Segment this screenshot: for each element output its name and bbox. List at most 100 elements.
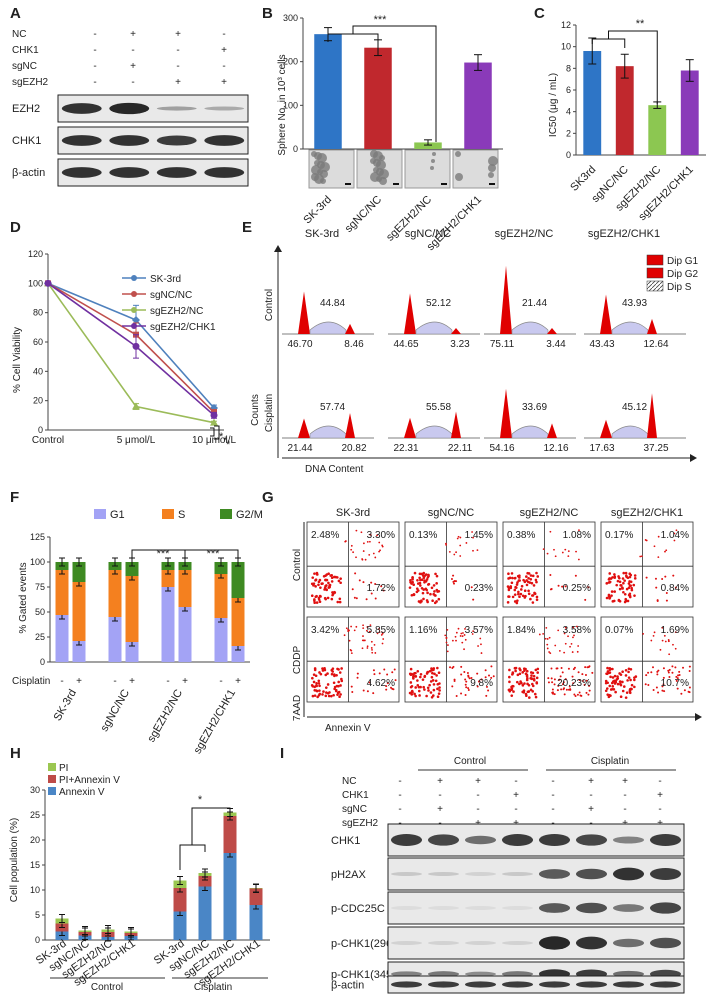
dotplot-event — [619, 695, 623, 699]
dotplot-event — [464, 694, 467, 697]
dotplot-event — [337, 579, 341, 583]
dotplot-event — [457, 535, 460, 538]
panel-i-sign: + — [475, 776, 481, 787]
legend-label: G1 — [110, 509, 125, 521]
dotplot-event — [586, 666, 589, 669]
dotplot-event — [518, 595, 521, 599]
dotplot-event — [315, 601, 319, 604]
dotplot-event — [437, 692, 441, 695]
dotplot-frame — [600, 521, 694, 608]
dotplot-event — [535, 676, 539, 680]
data-point — [132, 316, 140, 324]
dotplot-event — [565, 688, 568, 691]
histogram-g1-value: 21.44 — [287, 443, 312, 454]
dotplot-event — [413, 692, 416, 696]
histogram-g1-peak — [404, 417, 416, 438]
dotplot-event — [668, 676, 671, 679]
dotplot-event — [606, 666, 609, 670]
dotplot-event — [527, 577, 530, 580]
dotplot-event — [547, 681, 550, 684]
legend-label: Dip G1 — [667, 256, 699, 267]
dotplot-event — [591, 671, 594, 674]
stacked-bar-segment — [231, 598, 245, 646]
dotplot-event — [445, 637, 448, 640]
dotplot-event — [480, 652, 483, 654]
panel-f-ylabel: % Gated events — [18, 562, 29, 633]
panel-i-blot-band — [501, 971, 534, 977]
dotplot-event — [549, 574, 552, 577]
dotplot-event — [317, 681, 321, 685]
dotplot-event — [529, 597, 532, 601]
histogram-s-phase — [611, 425, 649, 439]
y-tick-label: 10 — [561, 42, 571, 52]
panel-i-blot-band — [464, 981, 497, 988]
dotplot-event — [607, 581, 611, 584]
panel-i-row-label: sgEZH2 — [342, 818, 379, 829]
dotplot-event — [325, 584, 328, 587]
histogram-g2-value: 12.64 — [643, 339, 668, 350]
dotplot-event — [532, 584, 536, 587]
quadrant-lr-value: 0.84% — [661, 583, 689, 594]
dotplot-event — [610, 681, 614, 685]
dotplot-event — [416, 683, 420, 687]
sphere-blob — [320, 170, 328, 178]
panel-d-label: D — [10, 219, 21, 236]
panel-i-sign: + — [622, 776, 628, 787]
dotplot-event — [526, 580, 530, 584]
dotplot-event — [311, 694, 315, 698]
quadrant-ur-value: 1.45% — [465, 530, 493, 541]
histogram-g1-peak — [600, 419, 612, 438]
histogram-s-value: 57.74 — [320, 402, 345, 413]
dotplot-event — [339, 577, 342, 580]
dotplot-event — [355, 625, 358, 628]
dotplot-event — [583, 683, 586, 686]
histogram-s-value: 43.93 — [622, 298, 647, 309]
panel-i-western-blots: CHK1 pH2AX p-CDC25C p-CHK1(296) p-CHK1(345)β… — [331, 823, 685, 994]
stacked-bar-segment — [178, 570, 192, 607]
dotplot-event — [511, 595, 515, 599]
quadrant-lr-value: 9.8% — [470, 678, 493, 689]
dotplot-event — [327, 581, 330, 585]
dotplot-event — [524, 667, 527, 671]
dotplot-event — [612, 688, 616, 691]
dotplot-event — [416, 579, 419, 582]
dotplot-event — [564, 548, 567, 551]
dotplot-event — [561, 585, 564, 588]
panel-i-blot-band — [501, 981, 534, 988]
stacked-bar-segment — [231, 646, 245, 662]
panel-i: I Control Cisplatin NC - + + - - + + - CHK1 - - - + - -… — [280, 745, 685, 994]
dotplot-event — [438, 689, 441, 692]
panel-a-sign: - — [93, 77, 96, 88]
panel-a-sign: - — [93, 29, 96, 40]
dotplot-event — [438, 686, 441, 689]
histogram-g2-value: 12.16 — [543, 443, 568, 454]
dotplot-event — [656, 599, 659, 602]
dotplot-event — [433, 601, 437, 605]
dotplot-event — [615, 583, 618, 587]
dotplot-event — [328, 691, 331, 694]
dotplot-event — [444, 634, 447, 637]
dotplot-event — [618, 576, 621, 580]
panel-g-col-title: sgNC/NC — [428, 507, 475, 519]
dotplot-event — [644, 683, 647, 686]
dotplot-event — [628, 575, 632, 579]
panel-h-apoptosis-chart: 051015202530SK-3rdsgNC/NCsgEZH2/NCsgEZH2… — [30, 785, 270, 989]
histogram-g1-peak — [500, 388, 512, 438]
panel-a-row-label: sgEZH2 — [12, 77, 49, 88]
dotplot-event — [433, 590, 436, 593]
dotplot-event — [525, 678, 529, 682]
dotplot-event — [368, 553, 371, 556]
panel-i-blot-band — [427, 981, 460, 988]
legend-marker — [131, 275, 137, 281]
dotplot-event — [451, 685, 454, 688]
dotplot-event — [573, 693, 576, 696]
dotplot-event — [358, 579, 361, 582]
dotplot-event — [334, 575, 338, 579]
dotplot-event — [665, 549, 668, 552]
dotplot-event — [459, 555, 462, 557]
y-tick-label: 30 — [30, 785, 40, 795]
dotplot-event — [556, 689, 559, 692]
dotplot-event — [616, 579, 620, 583]
dotplot-event — [434, 679, 438, 683]
histogram-s-phase — [415, 425, 453, 439]
